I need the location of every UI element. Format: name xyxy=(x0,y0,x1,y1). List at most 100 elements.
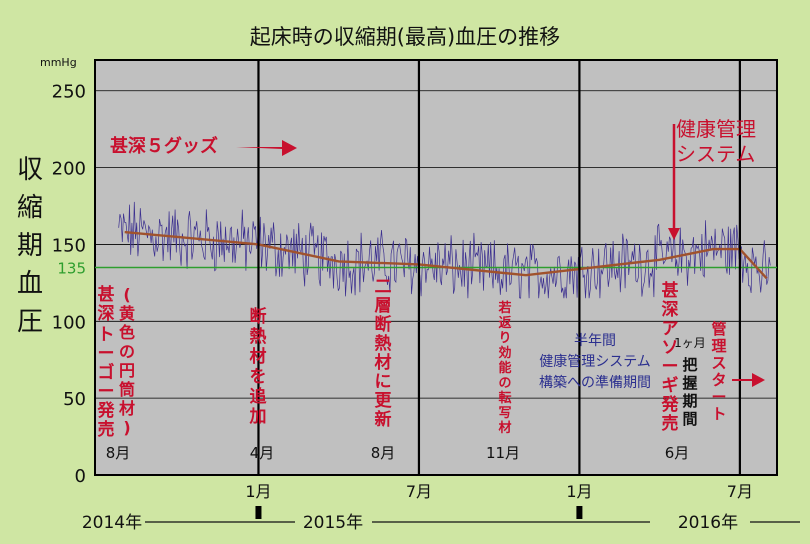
y-tick-label: 150 xyxy=(52,235,86,256)
annotation-asogi-char: ー xyxy=(662,357,679,377)
annotation-asogi-char: ギ xyxy=(662,376,679,396)
chart-title: 起床時の収縮期(最高)血圧の推移 xyxy=(250,25,560,49)
year-marker xyxy=(576,506,583,519)
annotation-wakagaeri-char: 能 xyxy=(498,360,511,376)
down-arrow-icon xyxy=(668,228,680,240)
annotation-haaku-char: 期 xyxy=(682,392,697,410)
annotation-dannetsu-char: 材 xyxy=(250,346,267,367)
annotation-nisou-char: に xyxy=(375,372,392,392)
annotation-kanri-start-char: タ xyxy=(711,371,726,389)
y-tick-label: 100 xyxy=(52,312,86,333)
annotation-nisou-char: 更 xyxy=(375,391,393,411)
annotation-dannetsu-char: 断 xyxy=(250,306,267,327)
y-axis-label-char: 収 xyxy=(17,155,43,185)
annotation-kanbukai-paren-char: 材 xyxy=(119,399,135,418)
reference-line: 135 xyxy=(57,260,777,278)
annotation-dannetsu-char: 熱 xyxy=(250,326,267,347)
annotation-kanri-start-char: ト xyxy=(711,405,726,423)
annotation-hantoshi-3: 構築への準備期間 xyxy=(539,375,651,391)
annotation-kanbukai-paren-char: 筒 xyxy=(118,380,135,399)
annotation-nisou-char: 断 xyxy=(375,314,392,335)
annotation-asogi-char: ソ xyxy=(662,338,679,358)
x-month-tick: 1月 xyxy=(566,482,592,501)
annotation-ikkagetsu: 1ヶ月 xyxy=(674,336,706,350)
annotation-kanbukai-b-char: 売 xyxy=(98,419,115,440)
annotation-haaku-char: 間 xyxy=(682,410,697,428)
period-month-label: 6月 xyxy=(665,444,690,462)
annotation-kanbukai-b-char: ー xyxy=(98,382,115,402)
annotation-kanbukai-paren-char: ) xyxy=(123,418,130,437)
y-unit-label: mmHg xyxy=(40,56,77,69)
annotation-kanbukai-paren-char: 色 xyxy=(119,323,135,342)
annotation-asogi-char: 深 xyxy=(662,299,679,320)
annotation-wakagaeri-char: 返 xyxy=(498,316,511,331)
annotation-nisou-char: 新 xyxy=(375,409,392,430)
annotation-haaku-char: 握 xyxy=(682,374,697,392)
annotation-kanbukai-b-char: ー xyxy=(98,344,115,364)
y-axis-label-char: 期 xyxy=(17,231,43,261)
annotation-health-system-2: システム xyxy=(676,142,755,166)
month-dividers xyxy=(257,60,741,475)
trend-series-line xyxy=(124,230,768,280)
annotation-haaku-char: 把 xyxy=(682,356,697,374)
x-year-label: 2016年 xyxy=(678,513,738,533)
annotation-kanbukai-a-char: 甚 xyxy=(98,284,115,305)
annotation-kanbukai-paren-char: 円 xyxy=(119,361,135,380)
annotation-wakagaeri-char: 写 xyxy=(498,406,511,421)
annotation-dannetsu-char: 加 xyxy=(249,407,267,427)
annotation-kanri-start-char: ー xyxy=(711,388,726,406)
y-tick-labels: 0 50 100 150 200 250 xyxy=(52,82,86,487)
x-axis: 1月 7月 1月 7月 2014年 2015年 2016年 xyxy=(82,482,800,533)
annotation-wakagaeri-char: り xyxy=(498,331,511,346)
raw-series xyxy=(118,201,771,299)
annotation-wakagaeri-char: の xyxy=(498,376,511,391)
annotation-kanbukai-a-char: 深 xyxy=(98,303,115,324)
y-axis-label-char: 血 xyxy=(17,269,43,299)
annotation-health-system-1: 健康管理 xyxy=(676,117,756,141)
x-month-tick: 1月 xyxy=(245,482,271,501)
annotation-kanbukai-paren-char: の xyxy=(119,342,135,361)
y-tick-label: 50 xyxy=(63,389,86,410)
y-axis-label-char: 縮 xyxy=(17,193,43,223)
y-tick-label: 200 xyxy=(52,159,86,180)
annotation-kanbukai-a: 甚深 xyxy=(98,284,115,324)
x-month-tick: 7月 xyxy=(406,482,432,501)
annotation-kanbukai-b-char: ゴ xyxy=(98,362,115,383)
y-tick-label: 250 xyxy=(52,82,86,103)
x-month-tick: 7月 xyxy=(727,482,753,501)
raw-series-line xyxy=(118,201,771,299)
period-month-label: 4月 xyxy=(250,444,275,462)
annotation-nisou-char: 層 xyxy=(375,296,392,316)
annotation-dannetsu-char: 追 xyxy=(250,386,268,407)
annotation-asogi-char: 売 xyxy=(662,413,679,434)
annotation-hantoshi-1: 半年間 xyxy=(574,333,616,349)
annotation-kanri-start-char: 理 xyxy=(711,337,726,355)
arrow-right-icon xyxy=(732,373,765,387)
x-year-label: 2014年 xyxy=(82,513,142,533)
annotation-wakagaeri-char: 若 xyxy=(497,300,511,316)
y-tick-label: 0 xyxy=(75,466,86,487)
y-axis-label-char: 圧 xyxy=(17,307,43,337)
year-marker xyxy=(255,506,262,519)
annotation-wakagaeri-char: 材 xyxy=(498,420,511,436)
arrow-right-icon xyxy=(236,140,297,156)
annotation-top-arrow: 甚深５グッズ xyxy=(110,135,218,157)
period-month-label: 8月 xyxy=(106,444,131,462)
annotation-kanri-start-char: ス xyxy=(711,354,726,372)
annotation-kanbukai-paren-char: 黄 xyxy=(119,304,135,323)
annotation-dannetsu-char: を xyxy=(250,367,267,387)
annotation-nisou-char: 材 xyxy=(375,352,392,373)
annotations: 甚深５グッズ健康管理システム甚深トーゴー発売(黄色の円筒材)断熱材を追加二層断熱… xyxy=(97,117,765,462)
annotation-kanbukai-b-char: 発 xyxy=(97,400,116,421)
grid-lines xyxy=(95,90,777,399)
annotation-kanri-start-char: 管 xyxy=(711,320,726,338)
